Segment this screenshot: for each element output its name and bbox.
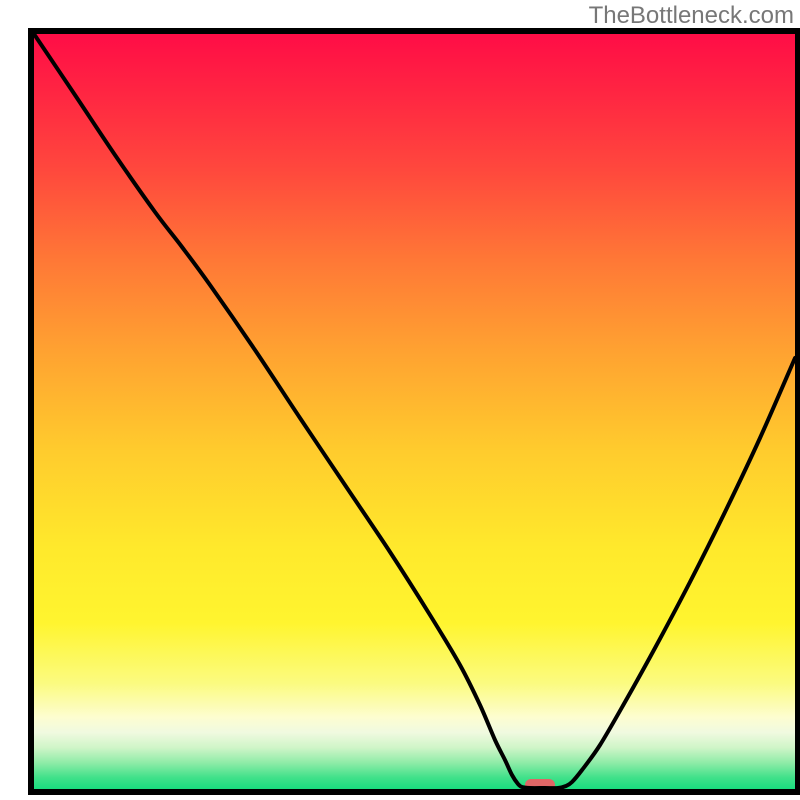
chart-container: TheBottleneck.com bbox=[0, 0, 800, 800]
heatmap-background bbox=[34, 34, 795, 789]
watermark-text: TheBottleneck.com bbox=[589, 2, 794, 30]
bottleneck-chart bbox=[0, 0, 800, 800]
